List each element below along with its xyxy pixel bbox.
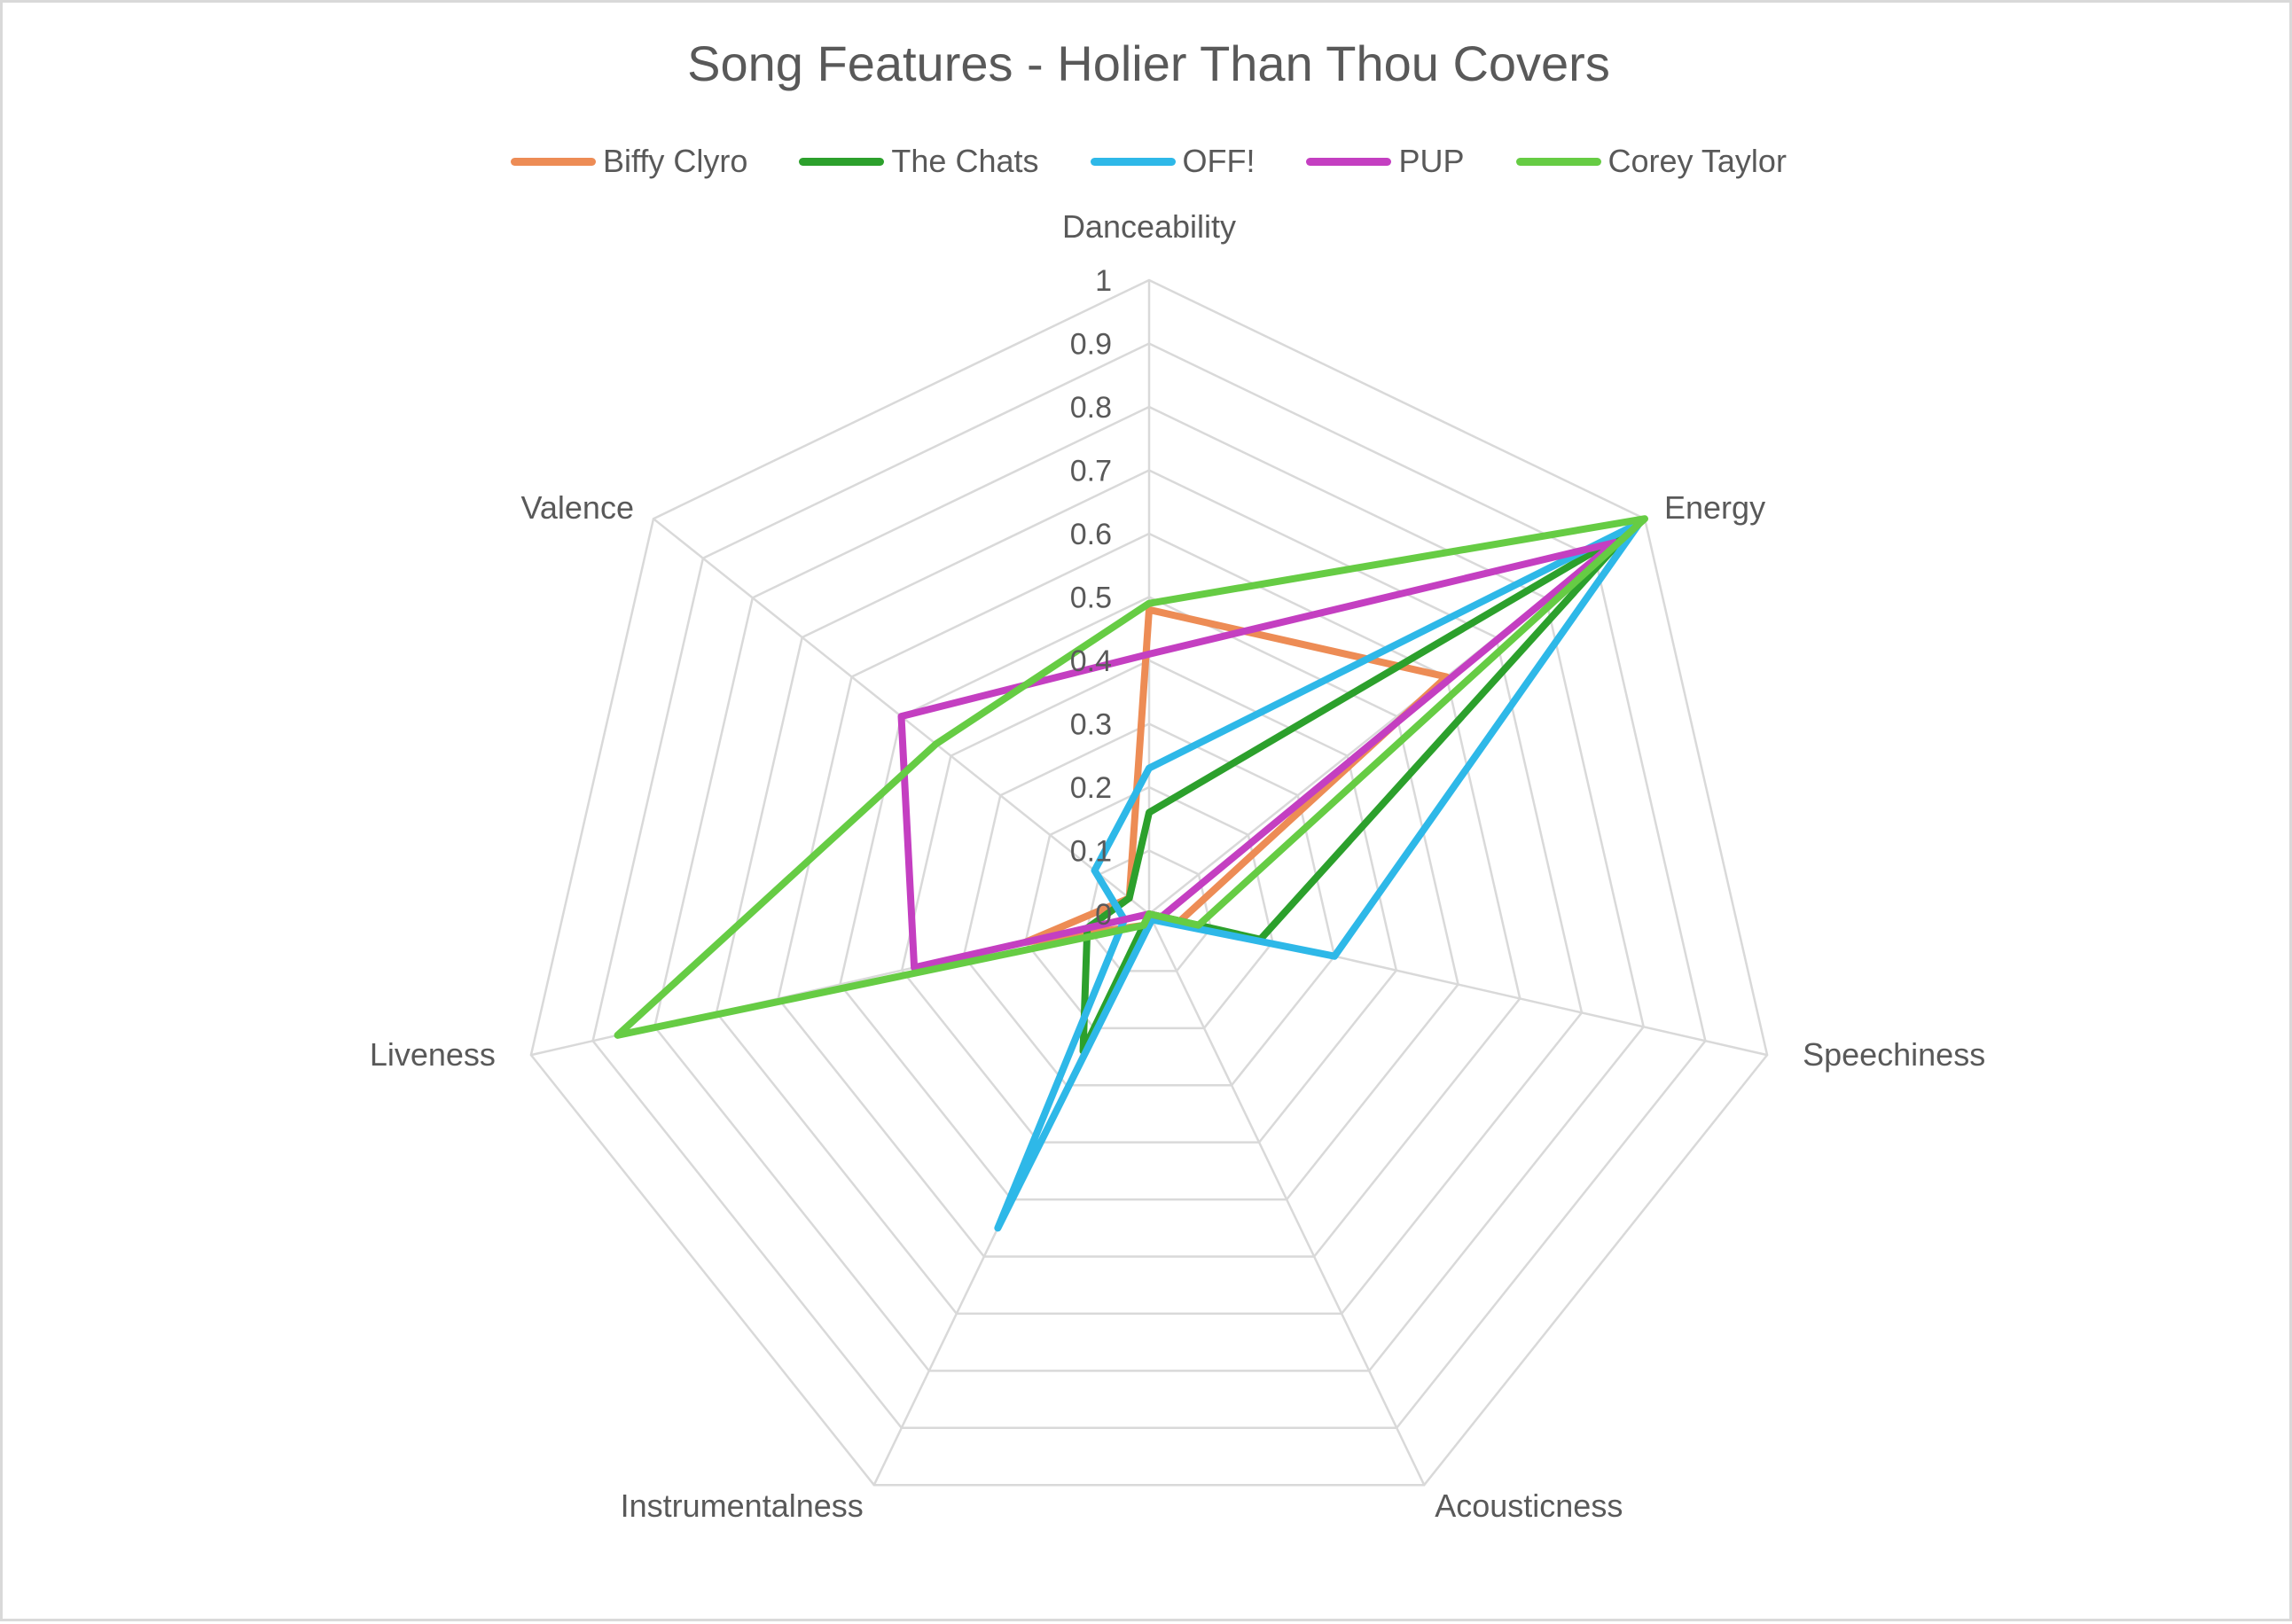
tick-label: 0: [1095, 898, 1112, 932]
series-line-off[interactable]: [994, 519, 1644, 1232]
legend-item-biffy-clyro[interactable]: Biffy Clyro: [511, 143, 747, 180]
grid-spoke-acousticness: [1147, 913, 1426, 1486]
axis-label-instrumentalness: Instrumentalness: [621, 1487, 864, 1524]
legend-swatch-corey-taylor: [1515, 157, 1601, 166]
tick-label: 0.6: [1070, 518, 1112, 551]
tick-label: 0.4: [1070, 644, 1112, 678]
grid-ring-6: [777, 532, 1521, 1258]
legend-item-pup[interactable]: PUP: [1306, 143, 1465, 180]
axis-label-liveness: Liveness: [370, 1036, 496, 1073]
legend-label-off: OFF!: [1182, 143, 1256, 179]
axis-label-energy: Energy: [1664, 489, 1765, 526]
series-line-the-chats[interactable]: [1079, 527, 1634, 1055]
series-layer: [614, 515, 1649, 1232]
tick-label: 1: [1095, 264, 1112, 298]
axis-label-layer: Danceability Energy Speechiness Acousticnes…: [370, 208, 1985, 1524]
legend-label-the-chats: The Chats: [891, 143, 1039, 179]
legend-item-off[interactable]: OFF!: [1090, 143, 1256, 180]
grid-ring-3: [962, 722, 1336, 1087]
grid-ring-5: [839, 596, 1459, 1201]
axis-label-danceability: Danceability: [1062, 208, 1236, 245]
legend-swatch-off: [1090, 157, 1176, 166]
series-line-corey-taylor[interactable]: [614, 515, 1649, 1039]
legend-swatch-pup: [1306, 157, 1392, 166]
radar-plot: 0 0.1 0.2 0.3 0.4 0.5 0.6 0.7 0.8 0.9 1 Danceabili…: [370, 208, 1985, 1524]
chart-title: Song Features - Holier Than Thou Covers: [687, 35, 1610, 91]
axis-label-valence: Valence: [521, 489, 634, 526]
tick-label: 0.1: [1070, 835, 1112, 869]
tick-label: 0.2: [1070, 771, 1112, 805]
series-line-pup[interactable]: [897, 538, 1619, 972]
legend-label-pup: PUP: [1398, 143, 1465, 179]
legend-label-corey-taylor: Corey Taylor: [1608, 143, 1787, 179]
tick-label: 0.8: [1070, 391, 1112, 425]
grid-ring-7: [715, 469, 1584, 1316]
grid-ring-4: [900, 659, 1398, 1144]
tick-label: 0.3: [1070, 708, 1112, 742]
axis-label-speechiness: Speechiness: [1803, 1036, 1985, 1073]
legend-swatch-biffy-clyro: [511, 157, 597, 166]
legend-item-the-chats[interactable]: The Chats: [799, 143, 1039, 180]
grid-layer: [529, 278, 1769, 1487]
tick-label: 0.9: [1070, 328, 1112, 362]
legend: Biffy Clyro The Chats OFF! PUP Corey Tay…: [3, 143, 2292, 180]
legend-swatch-the-chats: [799, 157, 885, 166]
grid-ring-10: [529, 278, 1769, 1487]
axis-label-acousticness: Acousticness: [1435, 1487, 1623, 1524]
tick-layer: 0 0.1 0.2 0.3 0.4 0.5 0.6 0.7 0.8 0.9 1: [1070, 264, 1112, 932]
legend-label-biffy-clyro: Biffy Clyro: [603, 143, 748, 179]
tick-label: 0.5: [1070, 582, 1112, 615]
tick-label: 0.7: [1070, 455, 1112, 488]
grid-ring-9: [591, 342, 1707, 1430]
legend-item-corey-taylor[interactable]: Corey Taylor: [1515, 143, 1787, 180]
grid-ring-8: [653, 405, 1646, 1372]
